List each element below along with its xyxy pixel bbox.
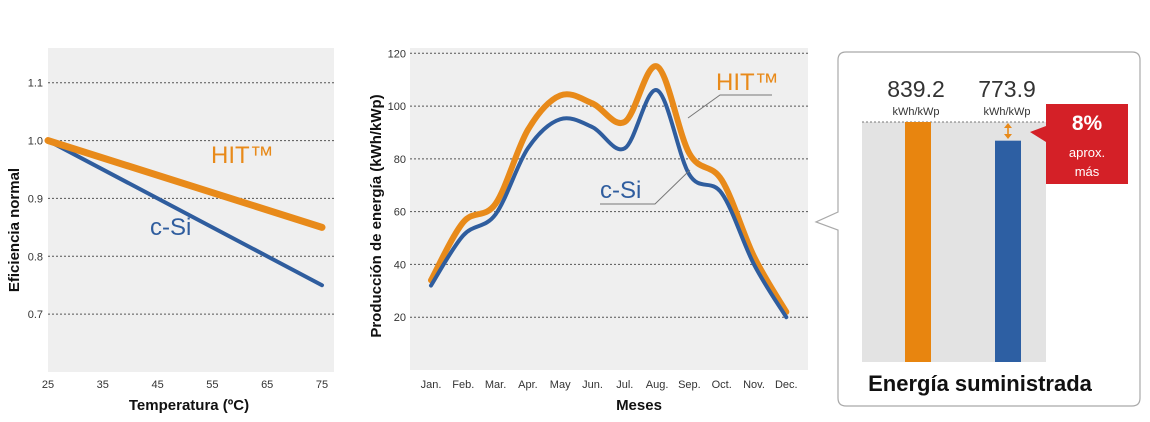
y-tick-label: 20 — [394, 312, 406, 324]
y-tick-label: 0.8 — [28, 251, 43, 263]
x-tick-label: Mar. — [485, 379, 506, 391]
x-tick-label: Aug. — [646, 379, 669, 391]
difference-arrow-icon — [1004, 123, 1012, 139]
percent-callout-box — [1030, 104, 1128, 184]
x-tick-label: Sep. — [678, 379, 701, 391]
series-label-hit: HIT™ — [716, 69, 779, 96]
y-tick-label: 40 — [394, 259, 406, 271]
y-tick-label: 120 — [388, 48, 406, 60]
series-label-csi: c-Si — [150, 214, 191, 241]
y-axis-title: Producción de energía (kWh/kWp) — [368, 94, 385, 337]
percent-line-2: más — [1075, 164, 1100, 179]
y-tick-label: 1.1 — [28, 78, 43, 90]
x-tick-label: 55 — [206, 379, 218, 391]
bar-csi — [995, 140, 1021, 362]
y-tick-label: 100 — [388, 101, 406, 113]
y-tick-label: 60 — [394, 207, 406, 219]
series-line-csi — [429, 88, 789, 320]
plot-area — [48, 48, 334, 372]
panel-title: Energía suministrada — [868, 371, 1093, 396]
series-label-hit: HIT™ — [211, 142, 274, 169]
leader-line-hit — [687, 94, 772, 119]
x-tick-label: Dec. — [775, 379, 798, 391]
x-tick-label: 65 — [261, 379, 273, 391]
x-tick-label: May — [550, 379, 571, 391]
x-tick-label: Jan. — [421, 379, 442, 391]
x-axis-title: Meses — [616, 397, 662, 414]
series-line-hit — [44, 137, 326, 231]
bar-unit-csi: kWh/kWp — [983, 106, 1030, 118]
x-tick-label: Oct. — [712, 379, 732, 391]
x-tick-label: 35 — [97, 379, 109, 391]
x-tick-label: Feb. — [452, 379, 474, 391]
leader-line-csi — [600, 169, 691, 205]
series-label-csi: c-Si — [600, 177, 641, 204]
bar-value-hit: 839.2 — [887, 76, 945, 102]
x-tick-label: 25 — [42, 379, 54, 391]
x-tick-label: 45 — [151, 379, 163, 391]
y-tick-label: 0.9 — [28, 193, 43, 205]
series-line-csi — [46, 138, 324, 288]
x-tick-label: Jul. — [616, 379, 633, 391]
percent-value: 8% — [1072, 112, 1103, 135]
series-line-hit — [428, 63, 790, 315]
x-axis-title: Temperatura (ºC) — [129, 397, 249, 414]
y-axis-title: Eficiencia normal — [6, 168, 23, 292]
bar-unit-hit: kWh/kWp — [892, 106, 939, 118]
x-tick-label: Jun. — [582, 379, 603, 391]
bar-hit — [905, 122, 931, 362]
plot-area — [410, 48, 808, 370]
x-tick-label: Nov. — [743, 379, 765, 391]
x-tick-label: 75 — [316, 379, 328, 391]
y-tick-label: 0.7 — [28, 309, 43, 321]
y-tick-label: 1.0 — [28, 136, 43, 148]
bar-value-csi: 773.9 — [978, 76, 1036, 102]
percent-line-1: aprox. — [1069, 145, 1105, 160]
x-tick-label: Apr. — [518, 379, 538, 391]
y-tick-label: 80 — [394, 154, 406, 166]
